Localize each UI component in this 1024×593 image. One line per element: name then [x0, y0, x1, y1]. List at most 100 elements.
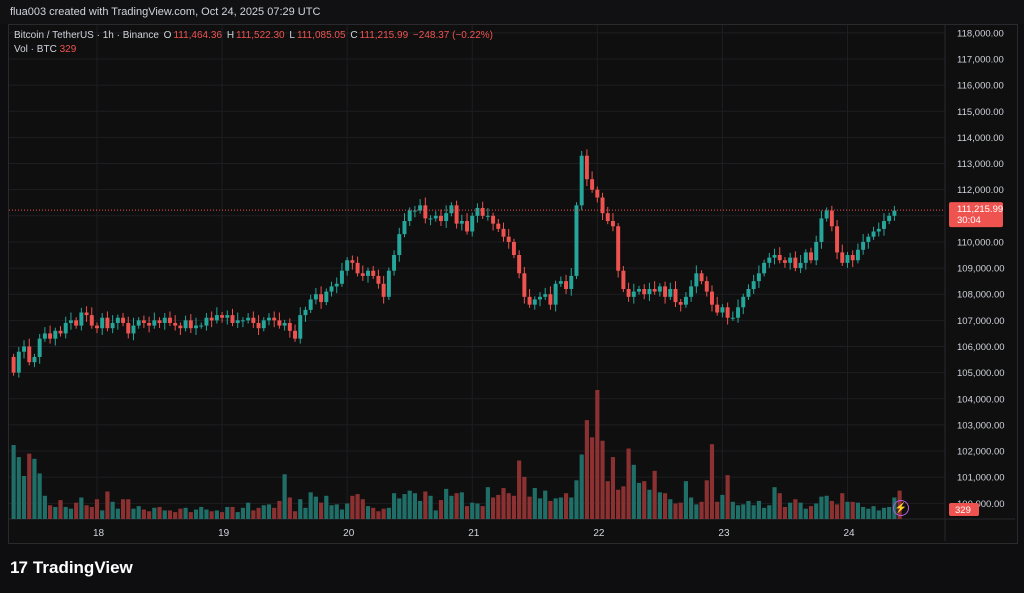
volume-bar: [319, 502, 324, 519]
volume-bar: [871, 506, 876, 519]
credit-text: flua003 created with TradingView.com, Oc…: [10, 6, 321, 18]
candle-body: [762, 262, 767, 274]
candle-body: [183, 320, 188, 329]
volume-bar: [767, 505, 772, 519]
candle-body: [407, 210, 412, 222]
y-tick-label: 100,000.00: [957, 499, 1005, 510]
volume-bar: [438, 500, 444, 519]
candle-body: [824, 210, 829, 219]
candle-body: [68, 320, 73, 323]
price-tag-countdown: 30:04: [957, 215, 981, 226]
volume-bar: [42, 495, 47, 519]
volume-bar: [751, 505, 756, 519]
candle-body: [767, 257, 772, 263]
volume-bar: [480, 506, 485, 519]
y-tick-label: 112,000.00: [957, 185, 1004, 196]
candle-body: [287, 322, 292, 331]
volume-bar: [48, 505, 53, 519]
volume-bar: [193, 509, 199, 519]
volume-bar: [829, 500, 834, 519]
candle-body: [37, 338, 42, 357]
candle-body: [22, 346, 27, 352]
candle-body: [397, 234, 402, 256]
volume-bar: [741, 504, 746, 519]
candle-body: [470, 215, 475, 232]
candle-body: [506, 236, 511, 242]
volume-bar: [475, 503, 480, 519]
volume-bar: [402, 494, 407, 519]
candle-body: [386, 270, 391, 297]
candle-body: [475, 207, 480, 216]
candle-body: [121, 317, 126, 323]
chart-panel[interactable]: [8, 24, 1018, 544]
candle-body: [809, 252, 813, 261]
volume-bar: [537, 498, 543, 519]
candle-body: [89, 315, 94, 326]
candle-body: [230, 315, 235, 323]
candle-body: [600, 197, 605, 214]
candle-body: [730, 317, 735, 319]
candle-body: [746, 288, 751, 297]
candle-body: [115, 317, 120, 323]
volume-bar: [418, 500, 423, 519]
candle-body: [319, 294, 324, 303]
candle-body: [339, 270, 344, 284]
volume-bar: [522, 476, 527, 519]
volume-bar: [298, 499, 303, 519]
volume-bar: [657, 492, 662, 519]
volume-bar: [595, 390, 600, 519]
volume-bar: [303, 507, 308, 519]
volume-bar: [74, 502, 79, 519]
candle-body: [110, 322, 115, 329]
candle-body: [214, 315, 219, 321]
brand-name: TradingView: [32, 558, 133, 577]
volume-bar: [282, 474, 287, 519]
candle-body: [579, 155, 584, 206]
candle-body: [642, 288, 647, 295]
candle-body: [522, 273, 527, 297]
candle-body: [79, 312, 84, 326]
candle-body: [324, 291, 329, 303]
brand-logo[interactable]: 17 TradingView: [10, 558, 133, 578]
candle-body: [803, 252, 808, 263]
volume-bar: [355, 494, 360, 519]
volume-bar: [277, 500, 282, 519]
volume-bar: [496, 494, 501, 519]
candle-body: [798, 262, 803, 269]
lightning-icon[interactable]: ⚡: [893, 500, 909, 516]
y-tick-label: 117,000.00: [957, 54, 1004, 65]
volume-bar: [371, 507, 376, 519]
volume-bar: [772, 487, 777, 519]
volume-bar: [715, 501, 720, 519]
candle-body: [772, 255, 777, 258]
candle-body: [345, 260, 350, 271]
candle-body: [871, 231, 876, 237]
volume-bar: [694, 504, 699, 519]
candle-body: [303, 309, 308, 316]
candle-body: [423, 205, 428, 219]
volume-bar: [386, 507, 391, 519]
volume-bar: [391, 493, 397, 519]
volume-bar: [141, 509, 146, 519]
candle-body: [220, 315, 225, 318]
volume-bar: [287, 497, 292, 519]
volume-bar: [381, 508, 386, 519]
candle-body: [350, 260, 355, 263]
volume-bar: [261, 505, 266, 519]
volume-bar: [329, 505, 334, 519]
volume-bar: [636, 482, 642, 519]
candle-body: [428, 218, 433, 220]
candle-body: [42, 333, 47, 339]
volume-bar: [27, 453, 32, 519]
y-tick-label: 108,000.00: [957, 290, 1005, 301]
volume-bar: [433, 510, 438, 519]
candle-body: [199, 325, 204, 327]
candle-body: [621, 270, 626, 289]
candle-body: [334, 283, 339, 287]
candle-body: [626, 288, 631, 297]
candle-body: [371, 270, 376, 276]
candle-body: [845, 255, 850, 263]
volume-bar: [506, 493, 511, 519]
volume-bar: [579, 454, 584, 519]
